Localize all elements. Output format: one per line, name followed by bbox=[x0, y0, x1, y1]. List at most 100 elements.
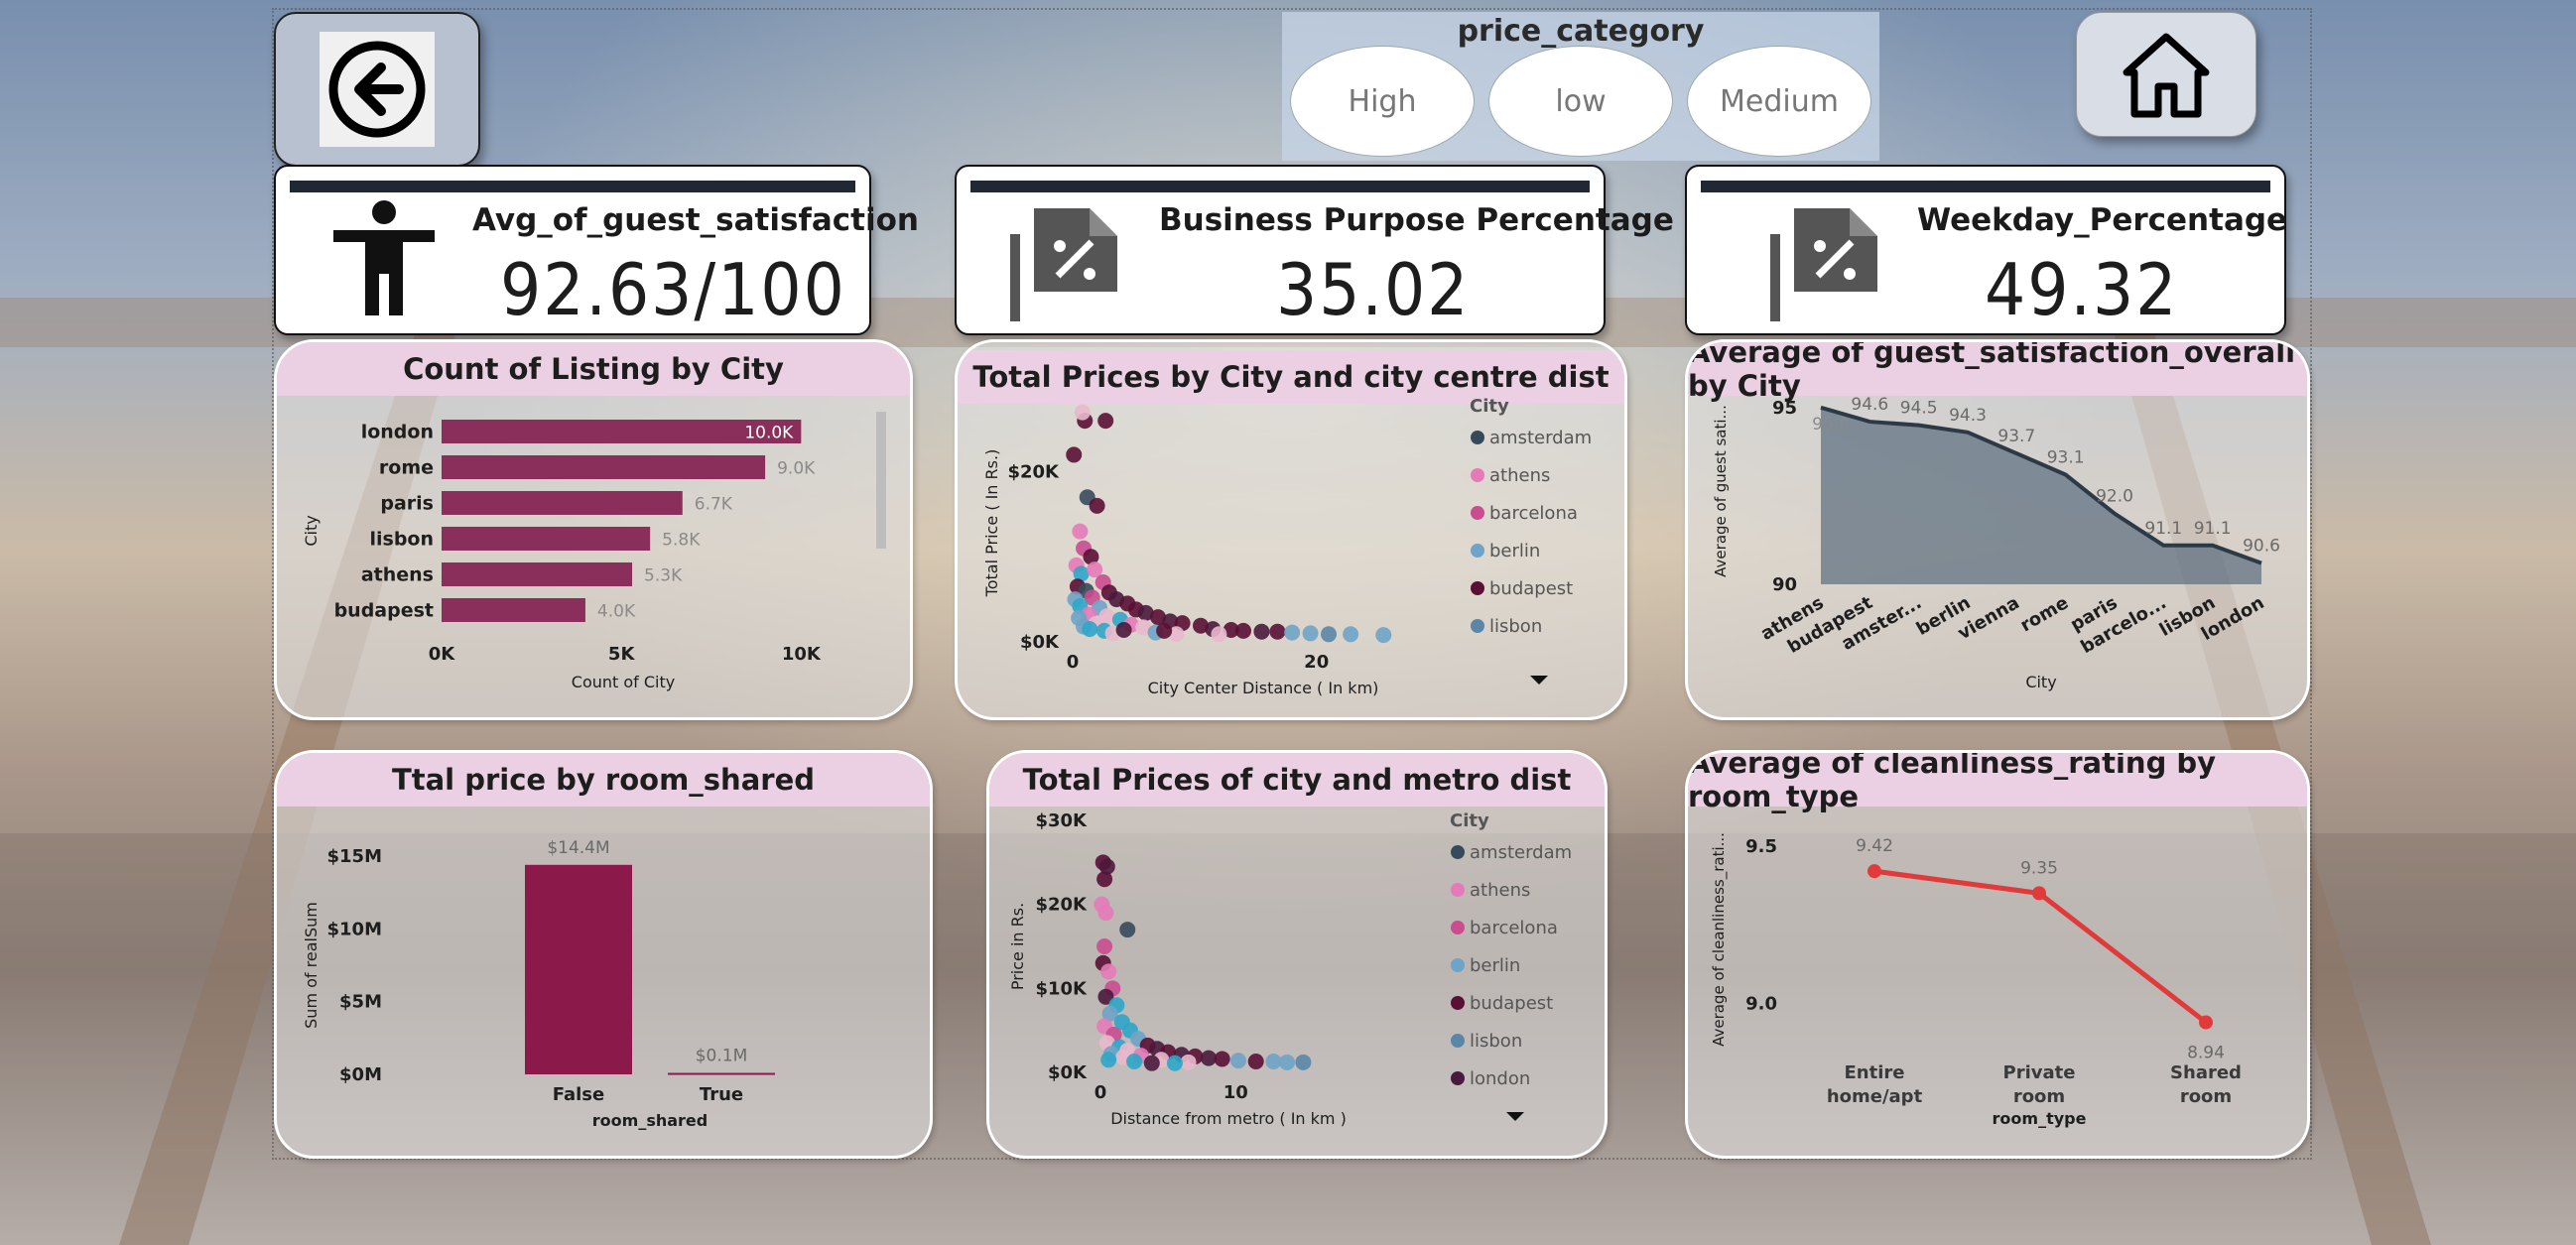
x-tick-label: 10 bbox=[1224, 1082, 1248, 1103]
percent-document-icon bbox=[1010, 208, 1117, 321]
kpi-value: 35.02 bbox=[1276, 248, 1471, 331]
x-tick-label: rome bbox=[2016, 592, 2072, 636]
legend-label: berlin bbox=[1470, 955, 1520, 976]
x-tick-label: False bbox=[553, 1084, 604, 1105]
legend-marker bbox=[1471, 581, 1484, 595]
legend-title: City bbox=[1470, 396, 1509, 417]
scatter-point bbox=[1083, 549, 1099, 565]
scatter-point bbox=[1100, 1052, 1117, 1068]
kpi-title: Business Purpose Percentage bbox=[1159, 202, 1674, 238]
legend-label: budapest bbox=[1470, 993, 1553, 1014]
data-label: 90.6 bbox=[2243, 537, 2280, 557]
bar bbox=[668, 1072, 775, 1075]
scrollbar bbox=[876, 412, 886, 549]
kpi-header-bar bbox=[1701, 181, 2270, 192]
legend-marker bbox=[1471, 468, 1484, 482]
bar bbox=[442, 527, 651, 551]
x-tick-label: 10K bbox=[782, 644, 822, 665]
kpi-header-bar bbox=[290, 181, 855, 192]
scatter-point bbox=[1097, 413, 1114, 430]
legend-label: amsterdam bbox=[1470, 842, 1572, 863]
line-chart-cleanliness: 9.42 9.35 8.94 9.0 9.5 Entire home/apt Private r… bbox=[1710, 832, 2242, 1128]
y-tick-label: 9.0 bbox=[1745, 994, 1777, 1015]
category-label: rome bbox=[379, 457, 434, 479]
x-tick-label: 0 bbox=[1095, 1082, 1107, 1103]
kpi-card-weekday-percentage: Weekday_Percentage 49.32 bbox=[1685, 165, 2288, 335]
scatter-point bbox=[1168, 626, 1185, 643]
chart-card-cleanliness-by-room-type[interactable]: Average of cleanliness_rating by room_ty… bbox=[1685, 750, 2310, 1159]
x-tick-label: room bbox=[2180, 1086, 2232, 1107]
scatter-point bbox=[1072, 523, 1089, 540]
data-label: 5.8K bbox=[662, 531, 701, 551]
slicer-option-medium[interactable]: Medium bbox=[1687, 46, 1871, 157]
legend-label: lisbon bbox=[1489, 616, 1542, 637]
y-axis-label: City bbox=[302, 515, 321, 546]
x-axis-label: City bbox=[2025, 673, 2056, 691]
scatter-point bbox=[1066, 446, 1083, 463]
legend-scroll-arrow bbox=[1506, 1112, 1524, 1121]
area-chart-satisfaction: 95.094.6 94.5 94.3 93.7 93.1 92.0 91.1 91.1 90.6… bbox=[1712, 395, 2280, 691]
data-label: 94.5 bbox=[1900, 399, 1938, 419]
y-tick-label: $5M bbox=[339, 992, 382, 1013]
slicer-option-low[interactable]: low bbox=[1488, 46, 1673, 157]
scatter-point bbox=[1100, 963, 1117, 980]
y-tick-label: $20K bbox=[1035, 895, 1088, 916]
y-tick-label: $0K bbox=[1048, 1062, 1088, 1083]
chart-title: Count of Listing by City bbox=[277, 342, 910, 396]
legend-label: athens bbox=[1489, 465, 1550, 486]
scatter-point bbox=[1143, 1055, 1160, 1071]
kpi-card-guest-satisfaction: Avg_of_guest_satisfaction 92.63/100 bbox=[274, 165, 919, 335]
legend-label: london bbox=[1470, 1068, 1530, 1089]
y-tick-label: $10M bbox=[327, 919, 383, 939]
scatter-point bbox=[1166, 1055, 1183, 1071]
scatter-point bbox=[1096, 938, 1113, 954]
scatter-chart-centre-dist: $0K $20K 0 20 City Center Distance ( In km) T… bbox=[982, 396, 1592, 697]
data-label: 9.42 bbox=[1856, 836, 1893, 856]
legend-label: budapest bbox=[1489, 578, 1573, 599]
chart-card-listing-by-city[interactable]: Count of Listing by City london 10.0K rome… bbox=[274, 339, 913, 720]
bar bbox=[442, 562, 633, 586]
chart-card-price-by-room-shared[interactable]: Ttal price by room_shared $0M $5M $10M $15M… bbox=[274, 750, 933, 1159]
data-label: 6.7K bbox=[695, 495, 733, 515]
chart-card-satisfaction-by-city[interactable]: Average of guest_satisfaction_overall by… bbox=[1685, 339, 2310, 720]
back-button[interactable] bbox=[274, 12, 480, 167]
x-tick-label: Entire bbox=[1845, 1062, 1905, 1083]
chart-title: Ttal price by room_shared bbox=[277, 753, 930, 807]
data-label: 94.6 bbox=[1851, 395, 1888, 415]
kpi-value: 49.32 bbox=[1985, 248, 2179, 331]
chart-title: Total Prices by City and city centre dis… bbox=[958, 350, 1624, 404]
data-label: 95.0 bbox=[1812, 415, 1850, 435]
chart-card-price-vs-metro-dist[interactable]: Total Prices of city and metro dist $0K $… bbox=[986, 750, 1608, 1159]
data-label: 91.1 bbox=[2194, 519, 2232, 539]
scatter-point bbox=[1269, 623, 1286, 640]
y-tick-label: $15M bbox=[327, 846, 383, 867]
legend-label: athens bbox=[1470, 880, 1530, 901]
scatter-point bbox=[1082, 621, 1098, 638]
scatter-point bbox=[1074, 404, 1091, 421]
scatter-point bbox=[1279, 1054, 1296, 1070]
x-axis-label: Distance from metro ( In km ) bbox=[1110, 1109, 1347, 1128]
category-label: lisbon bbox=[369, 529, 434, 551]
x-tick-label: 20 bbox=[1304, 652, 1329, 673]
chart-title: Total Prices of city and metro dist bbox=[989, 753, 1605, 807]
scatter-point bbox=[1096, 871, 1113, 888]
scatter-point bbox=[1253, 623, 1270, 640]
home-button[interactable] bbox=[2076, 12, 2256, 137]
category-label: budapest bbox=[334, 600, 434, 622]
category-label: athens bbox=[361, 564, 434, 586]
kpi-card-business-purpose: Business Purpose Percentage 35.02 bbox=[955, 165, 1674, 335]
legend-marker bbox=[1451, 1071, 1465, 1085]
data-label: 93.7 bbox=[1997, 427, 2035, 446]
kpi-title: Weekday_Percentage bbox=[1917, 202, 2288, 238]
slicer-option-high[interactable]: High bbox=[1290, 46, 1475, 157]
data-label: 5.3K bbox=[644, 566, 683, 586]
scatter-chart-metro-dist: $0K $10K $20K $30K 0 10 Distance from metro ( … bbox=[1008, 810, 1572, 1128]
bar bbox=[442, 491, 683, 515]
chart-card-price-vs-centre-dist[interactable]: Total Prices by City and city centre dis… bbox=[955, 339, 1627, 720]
category-label: paris bbox=[380, 493, 434, 515]
scatter-point bbox=[1119, 922, 1136, 938]
data-label: 93.1 bbox=[2047, 448, 2085, 468]
scatter-point bbox=[1211, 626, 1227, 643]
legend-marker bbox=[1451, 1034, 1465, 1048]
scatter-point bbox=[1295, 1054, 1312, 1070]
